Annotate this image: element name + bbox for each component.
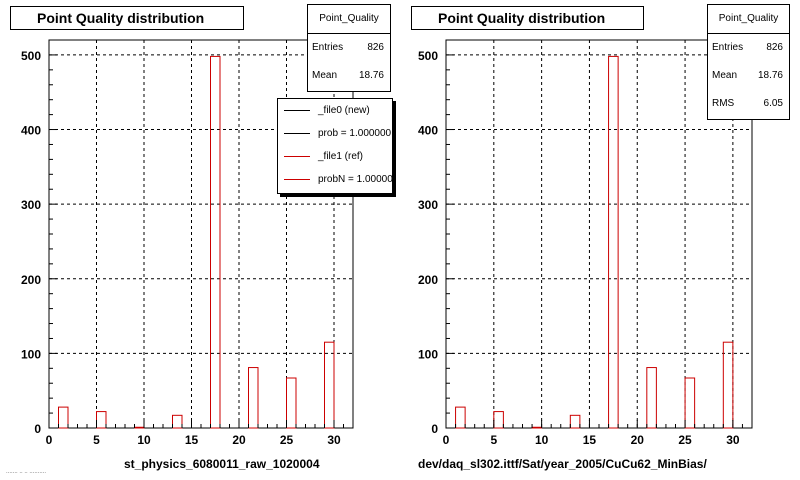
left-histogram-bar	[210, 55, 221, 429]
stats-value: 18.76	[757, 70, 783, 81]
left-histogram-bar	[248, 367, 259, 429]
right-y-tick-label: 400	[418, 124, 438, 138]
right-stats-entries: Entries 826	[708, 34, 789, 62]
left-x-tick-label: 5	[93, 433, 100, 447]
left-title-box: Point Quality distribution	[10, 6, 244, 30]
left-x-tick-label: 0	[46, 433, 53, 447]
left-x-tick-label: 10	[137, 433, 151, 447]
right-x-tick-label: 5	[490, 433, 497, 447]
right-x-tick-label: 15	[583, 433, 597, 447]
legend-text: _file0 (new)	[318, 105, 370, 116]
stats-value: 6.05	[763, 98, 783, 109]
stats-label: Entries	[312, 42, 344, 53]
right-plot-frame	[445, 39, 753, 429]
left-y-tick-label: 100	[21, 347, 41, 361]
stats-value: 826	[367, 42, 384, 53]
left-y-tick-label: 400	[21, 124, 41, 138]
right-y-tick-label: 300	[418, 198, 438, 212]
footer-text: ....... .. .. ..........	[6, 469, 47, 475]
left-x-tick-label: 30	[327, 433, 341, 447]
legend-text: prob = 1.000000	[318, 128, 392, 139]
right-title-box: Point Quality distribution	[411, 6, 644, 30]
right-x-tick-label: 10	[535, 433, 549, 447]
left-histogram-bar	[58, 406, 69, 429]
legend-line	[284, 156, 310, 157]
legend-line	[284, 179, 310, 180]
left-caption: st_physics_6080011_raw_1020004	[124, 457, 320, 471]
legend-entry-prob: prob = 1.000000	[278, 122, 392, 145]
left-x-tick-label: 20	[232, 433, 246, 447]
right-histogram-bar	[722, 341, 734, 429]
right-y-tick-label: 100	[418, 347, 438, 361]
left-y-tick-label: 500	[21, 49, 41, 63]
stats-label: Entries	[712, 42, 744, 53]
legend-entry-probn: probN = 1.000000	[278, 168, 392, 191]
right-y-tick-label: 200	[418, 273, 438, 287]
left-y-tick-label: 300	[21, 198, 41, 212]
legend-line	[284, 110, 310, 111]
stats-label: Mean	[312, 70, 338, 81]
right-x-tick-label: 20	[631, 433, 645, 447]
left-histogram-bar	[134, 426, 145, 429]
right-stats-mean: Mean 18.76	[708, 62, 789, 90]
right-caption: dev/daq_sl302.ittf/Sat/year_2005/CuCu62_…	[418, 457, 707, 471]
right-histogram-bar	[684, 377, 696, 429]
left-histogram-bar	[172, 414, 183, 429]
stats-label: RMS	[712, 98, 735, 109]
right-x-tick-label: 0	[443, 433, 450, 447]
legend-entry-new: _file0 (new)	[278, 99, 392, 122]
left-x-tick-label: 25	[280, 433, 294, 447]
right-histogram-bar	[608, 55, 619, 429]
left-histogram-bar	[324, 341, 335, 429]
legend-line	[284, 133, 310, 134]
right-histogram-bar	[569, 414, 581, 429]
right-x-tick-label: 30	[726, 433, 740, 447]
right-stats-box: Point_Quality Entries 826 Mean 18.76 RMS…	[707, 4, 790, 120]
left-stats-name: Point_Quality	[308, 5, 390, 34]
right-y-tick-label: 0	[431, 422, 438, 436]
stats-label: Mean	[712, 70, 738, 81]
legend-entry-ref: _file1 (ref)	[278, 145, 392, 168]
right-x-tick-label: 25	[678, 433, 692, 447]
left-legend: _file0 (new) prob = 1.000000 _file1 (ref…	[277, 98, 393, 194]
stats-value: 826	[766, 42, 783, 53]
left-x-tick-label: 15	[185, 433, 199, 447]
right-stats-name: Point_Quality	[708, 5, 789, 34]
right-title: Point Quality distribution	[438, 10, 606, 26]
left-stats-box: Point_Quality Entries 826 Mean 18.76	[307, 4, 391, 92]
right-histogram-bar	[646, 367, 657, 429]
left-title: Point Quality distribution	[37, 10, 205, 26]
right-y-tick-label: 500	[418, 49, 438, 63]
left-y-tick-label: 200	[21, 273, 41, 287]
stats-value: 18.76	[358, 70, 384, 81]
left-histogram-bar	[96, 411, 107, 429]
legend-text: _file1 (ref)	[318, 151, 364, 162]
left-y-tick-label: 0	[34, 422, 41, 436]
right-histogram-bar	[531, 426, 543, 429]
legend-text: probN = 1.000000	[318, 174, 393, 185]
right-histogram-bar	[455, 406, 466, 429]
left-stats-entries: Entries 826	[308, 34, 390, 62]
left-histogram-bar	[286, 377, 297, 429]
right-stats-rms: RMS 6.05	[708, 90, 789, 118]
right-histogram-bar	[493, 411, 504, 429]
left-stats-mean: Mean 18.76	[308, 62, 390, 90]
